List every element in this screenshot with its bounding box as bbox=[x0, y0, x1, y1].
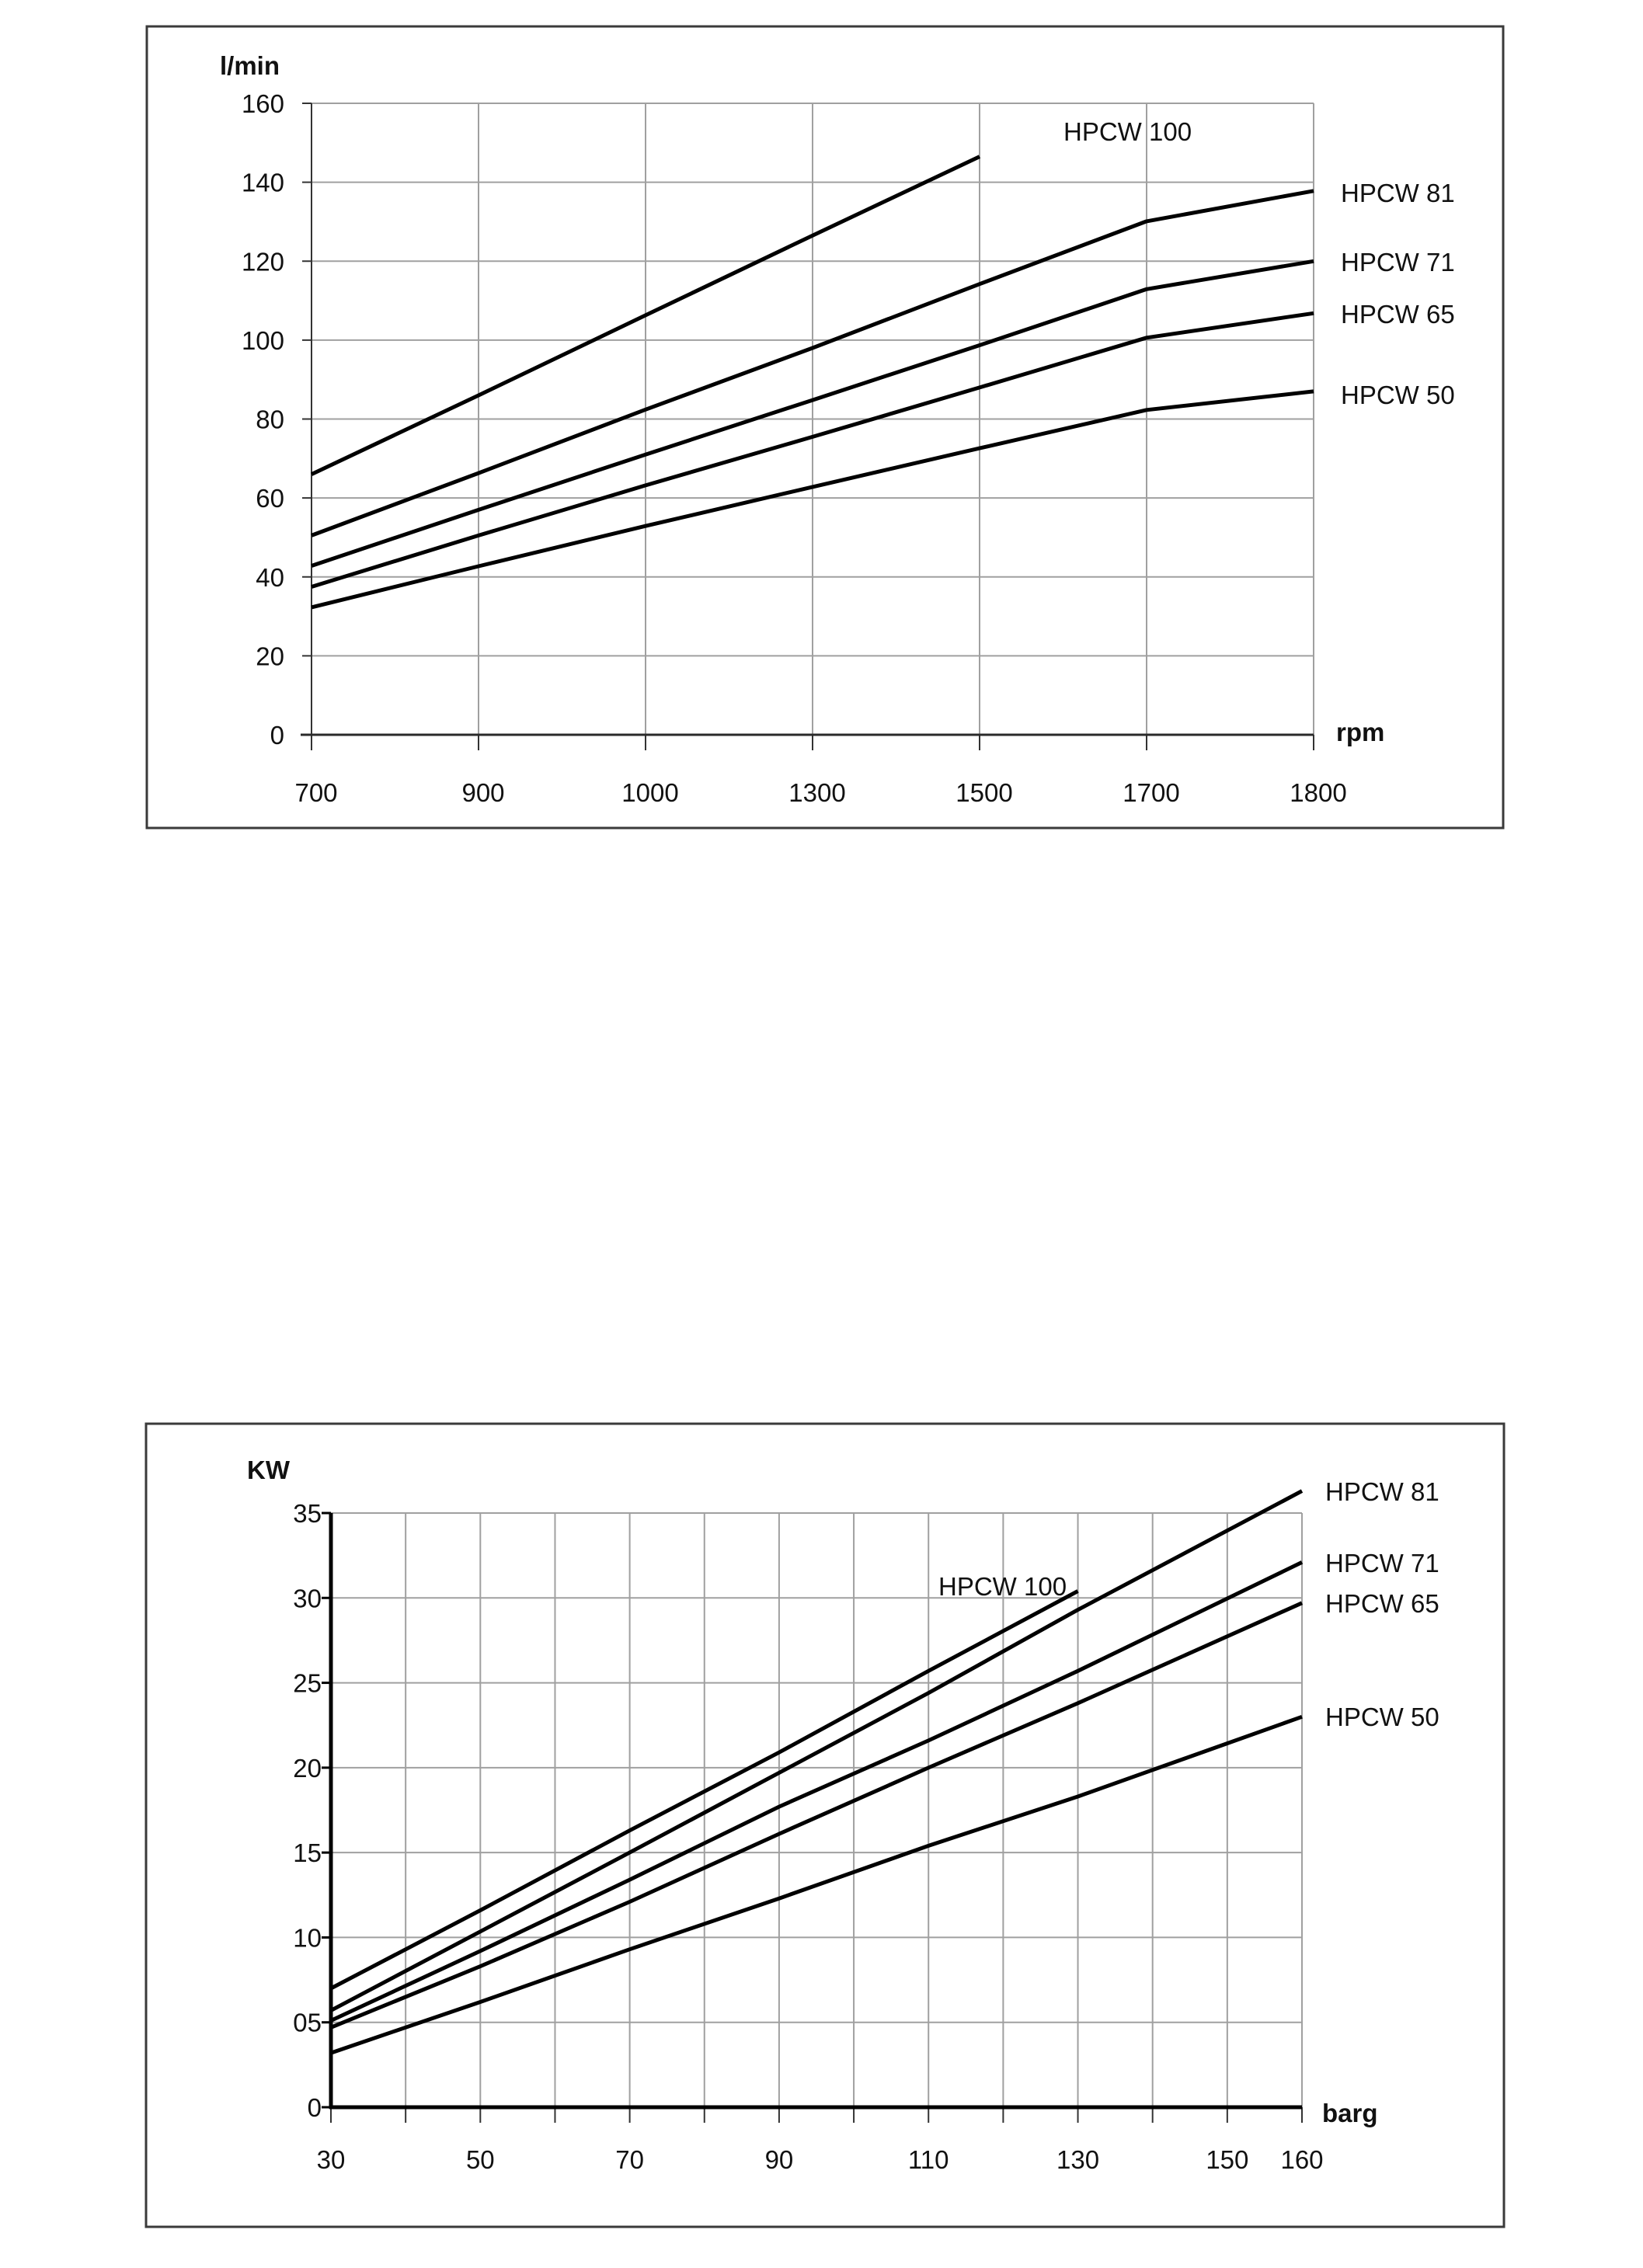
gridlines bbox=[312, 103, 1314, 735]
y-tick-label: 160 bbox=[242, 89, 284, 118]
x-tick-label: 1700 bbox=[1123, 778, 1179, 807]
x-axis-tick-labels: 30 50 70 90 110 130 150 160 bbox=[317, 2145, 1324, 2174]
y-axis-unit-label: KW bbox=[247, 1456, 291, 1484]
chart-frame bbox=[144, 1422, 1506, 2228]
y-tick-label: 25 bbox=[293, 1669, 322, 1698]
x-tick-label: 1500 bbox=[956, 778, 1012, 807]
series-line-hpcw-65 bbox=[311, 311, 1314, 589]
y-tick-label: 05 bbox=[293, 2009, 322, 2037]
series-line-hpcw-71 bbox=[329, 1560, 1304, 2023]
y-tick-label: 0 bbox=[308, 2093, 322, 2122]
y-tick-label: 120 bbox=[242, 247, 284, 276]
y-axis-unit-label: l/min bbox=[220, 51, 280, 80]
y-tick-label: 15 bbox=[293, 1838, 322, 1867]
x-tick-label: 900 bbox=[461, 778, 504, 807]
series-line-hpcw-71 bbox=[311, 259, 1314, 568]
y-tick-label: 60 bbox=[256, 484, 284, 513]
series-label-hpcw100: HPCW 100 bbox=[938, 1572, 1067, 1601]
x-tick-label: 1000 bbox=[621, 778, 678, 807]
series-line-hpcw-65 bbox=[330, 1601, 1304, 2030]
x-tick-label: 110 bbox=[908, 2145, 949, 2174]
x-tick-label: 130 bbox=[1056, 2145, 1099, 2174]
axes bbox=[301, 103, 1314, 750]
series-line-hpcw-81 bbox=[329, 1489, 1304, 2012]
series-label-hpcw50: HPCW 50 bbox=[1325, 1703, 1439, 1731]
x-tick-label: 30 bbox=[317, 2145, 346, 2174]
y-tick-label: 20 bbox=[256, 642, 284, 670]
y-tick-label: 30 bbox=[293, 1584, 322, 1612]
x-tick-label: 150 bbox=[1206, 2145, 1248, 2174]
x-tick-label: 1800 bbox=[1290, 778, 1346, 807]
y-axis-tick-labels: 0 20 40 60 80 100 120 140 160 bbox=[242, 89, 284, 750]
series-label-hpcw71: HPCW 71 bbox=[1325, 1549, 1439, 1578]
y-tick-label: 100 bbox=[242, 326, 284, 355]
x-tick-label: 1300 bbox=[788, 778, 845, 807]
series-label-hpcw81: HPCW 81 bbox=[1341, 179, 1455, 207]
y-axis-tick-labels: 0 05 10 15 20 25 30 35 bbox=[293, 1499, 322, 2122]
series-line-hpcw-100 bbox=[329, 1589, 1079, 1991]
x-tick-label: 160 bbox=[1280, 2145, 1323, 2174]
y-tick-label: 20 bbox=[293, 1754, 322, 1783]
series-label-hpcw81: HPCW 81 bbox=[1325, 1477, 1439, 1506]
x-tick-label: 90 bbox=[765, 2145, 794, 2174]
y-tick-label: 35 bbox=[293, 1499, 322, 1528]
x-axis-unit-label: barg bbox=[1322, 2099, 1378, 2127]
y-tick-label: 140 bbox=[242, 169, 284, 197]
series-line-hpcw-50 bbox=[311, 389, 1314, 610]
data-series bbox=[329, 1489, 1304, 2055]
chart-frame bbox=[145, 25, 1505, 830]
series-label-hpcw100: HPCW 100 bbox=[1063, 117, 1192, 146]
series-label-hpcw65: HPCW 65 bbox=[1341, 300, 1455, 329]
series-label-hpcw50: HPCW 50 bbox=[1341, 381, 1455, 409]
y-tick-label: 0 bbox=[270, 721, 284, 750]
x-tick-label: 50 bbox=[466, 2145, 495, 2174]
x-axis-unit-label: rpm bbox=[1336, 718, 1384, 746]
series-line-hpcw-50 bbox=[330, 1714, 1303, 2055]
flow-rate-chart: 0 20 40 60 80 100 120 140 160 700 900 1000 1300 1500… bbox=[145, 25, 1505, 830]
y-tick-label: 40 bbox=[256, 563, 284, 592]
series-line-hpcw-100 bbox=[310, 155, 981, 476]
x-tick-label: 70 bbox=[615, 2145, 644, 2174]
data-series bbox=[310, 155, 1314, 610]
series-label-hpcw71: HPCW 71 bbox=[1341, 248, 1455, 277]
series-label-hpcw65: HPCW 65 bbox=[1325, 1589, 1439, 1618]
y-tick-label: 80 bbox=[256, 405, 284, 434]
x-axis-tick-labels: 700 900 1000 1300 1500 1700 1800 bbox=[294, 778, 1346, 807]
series-line-hpcw-81 bbox=[311, 189, 1314, 537]
y-tick-label: 10 bbox=[293, 1923, 322, 1952]
x-tick-label: 700 bbox=[294, 778, 337, 807]
gridlines bbox=[331, 1512, 1303, 2107]
